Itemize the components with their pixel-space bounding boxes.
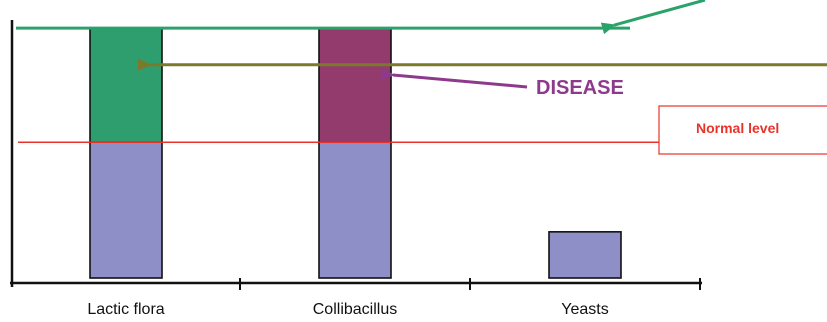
category-label-lactic-flora: Lactic flora — [87, 301, 164, 318]
green-level-arrow — [600, 0, 706, 35]
bar-yeasts-segment-0 — [548, 231, 622, 279]
disease-arrow — [380, 67, 528, 89]
normal-level-label: Normal level — [696, 120, 779, 136]
normal-level-box — [658, 105, 827, 155]
bar-lactic-flora-segment-0 — [89, 141, 163, 279]
disease-label: DISEASE — [536, 77, 624, 99]
category-label-collibacillus: Collibacillus — [313, 301, 397, 318]
category-label-yeasts: Yeasts — [561, 301, 608, 318]
bar-collibacillus-segment-0 — [318, 141, 392, 279]
bar-lactic-flora-segment-1 — [89, 27, 163, 144]
bar-collibacillus-segment-2 — [318, 27, 392, 144]
